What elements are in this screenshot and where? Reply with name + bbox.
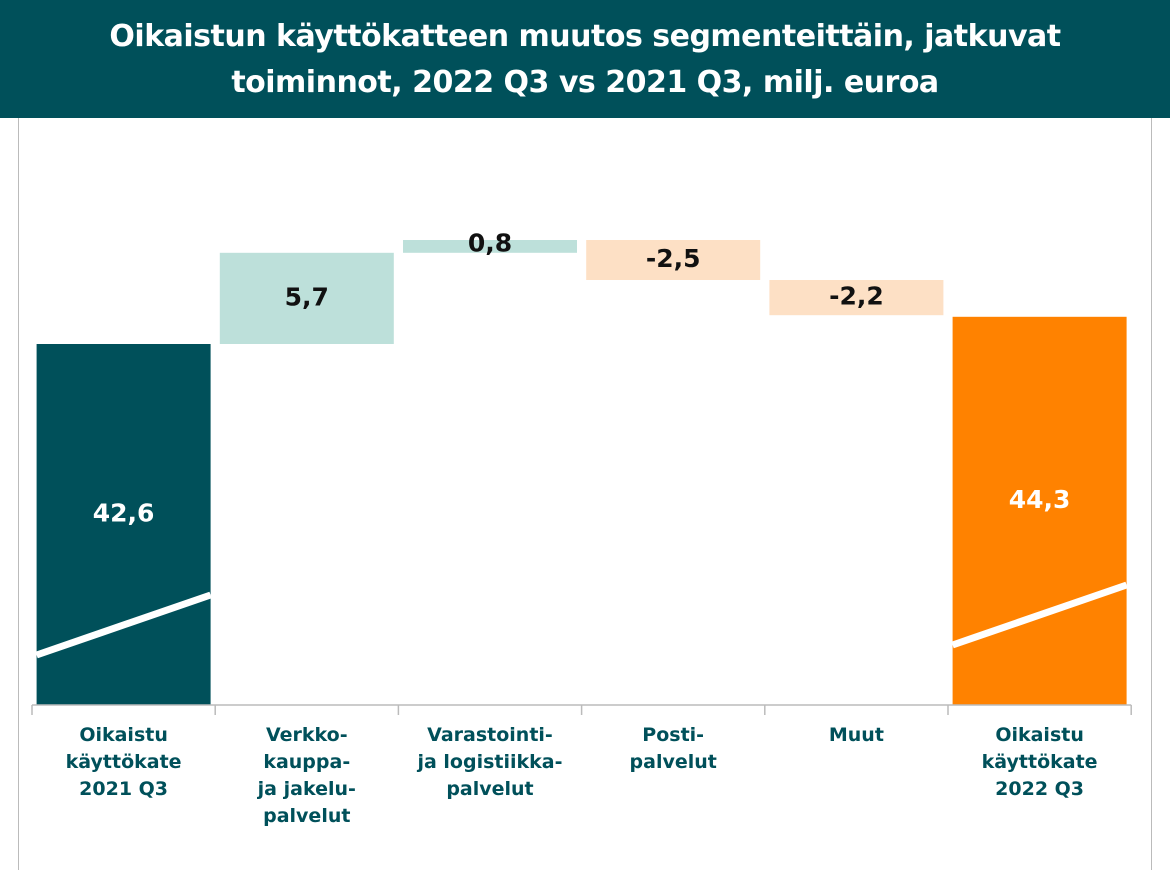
frame bbox=[18, 118, 1152, 870]
x-tick-label: Posti- palvelut bbox=[629, 724, 717, 773]
data-label: 42,6 bbox=[93, 499, 155, 528]
chart-title: Oikaistun käyttökatteen muutos segmentei… bbox=[0, 0, 1170, 118]
bar bbox=[403, 240, 577, 253]
x-tick-label: Muut bbox=[828, 724, 884, 746]
x-tick-label: Oikaistu käyttökate 2022 Q3 bbox=[981, 724, 1098, 800]
x-tick-label: Oikaistu käyttökate 2021 Q3 bbox=[65, 724, 182, 800]
data-label: 44,3 bbox=[1009, 485, 1071, 514]
data-label: 0,8 bbox=[468, 228, 512, 257]
data-label: -2,5 bbox=[646, 244, 701, 273]
bar bbox=[219, 252, 394, 344]
x-tick-label: Verkko- kauppa- ja jakelu- palvelut bbox=[257, 724, 356, 827]
axis-break bbox=[951, 581, 1128, 649]
data-label: 5,7 bbox=[285, 282, 329, 311]
bar bbox=[952, 316, 1127, 705]
data-label: -2,2 bbox=[829, 282, 884, 311]
x-tick-label: Varastointi- ja logistiikka- palvelut bbox=[417, 724, 563, 800]
axis-break bbox=[35, 591, 212, 659]
bar bbox=[769, 280, 944, 316]
bar bbox=[586, 240, 761, 280]
